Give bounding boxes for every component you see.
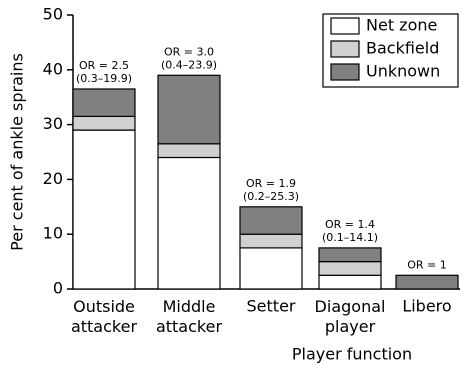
bar-segment (157, 156, 221, 290)
legend-label: Net zone (366, 16, 437, 35)
annotation: OR = 2.5 (79, 59, 129, 72)
annotation: OR = 1.9 (246, 177, 296, 190)
legend-label: Unknown (366, 62, 440, 81)
legend-swatch (330, 63, 360, 81)
bar-segment (318, 274, 382, 290)
bar-segment (157, 74, 221, 145)
annotation: (0.3–19.9) (76, 72, 132, 85)
annotation: OR = 1.4 (325, 218, 375, 231)
annotation: (0.1–14.1) (322, 231, 378, 244)
bar-segment (72, 115, 136, 131)
y-axis-label: Per cent of ankle sprains (8, 53, 27, 251)
bar-segment (318, 261, 382, 276)
bar-segment (239, 247, 303, 290)
y-tick-label: 50 (43, 5, 63, 24)
x-tick-label: Middle attacker (156, 297, 222, 336)
bar-segment (395, 274, 459, 290)
legend-swatch (330, 40, 360, 58)
bar-segment (239, 233, 303, 249)
x-axis-label: Player function (292, 345, 412, 364)
bar-segment (239, 206, 303, 235)
annotation: (0.4–23.9) (161, 58, 217, 71)
bar-segment (72, 129, 136, 290)
y-tick-label: 0 (53, 279, 63, 298)
y-tick-label: 20 (43, 169, 63, 188)
x-tick-label: Diagonal player (315, 297, 386, 336)
annotation: OR = 3.0 (164, 45, 214, 58)
y-tick-label: 30 (43, 114, 63, 133)
y-tick-label: 10 (43, 224, 63, 243)
annotation: OR = 1 (407, 258, 447, 271)
annotation: (0.2–25.3) (243, 190, 299, 203)
x-tick-label: Setter (247, 297, 296, 316)
bar-segment (157, 143, 221, 159)
bar-segment (72, 88, 136, 117)
legend-swatch (330, 17, 360, 35)
x-tick-label: Outside attacker (71, 297, 137, 336)
x-tick-label: Libero (402, 297, 451, 316)
y-tick-label: 40 (43, 59, 63, 78)
bar-segment (318, 247, 382, 263)
legend-label: Backfield (366, 39, 439, 58)
